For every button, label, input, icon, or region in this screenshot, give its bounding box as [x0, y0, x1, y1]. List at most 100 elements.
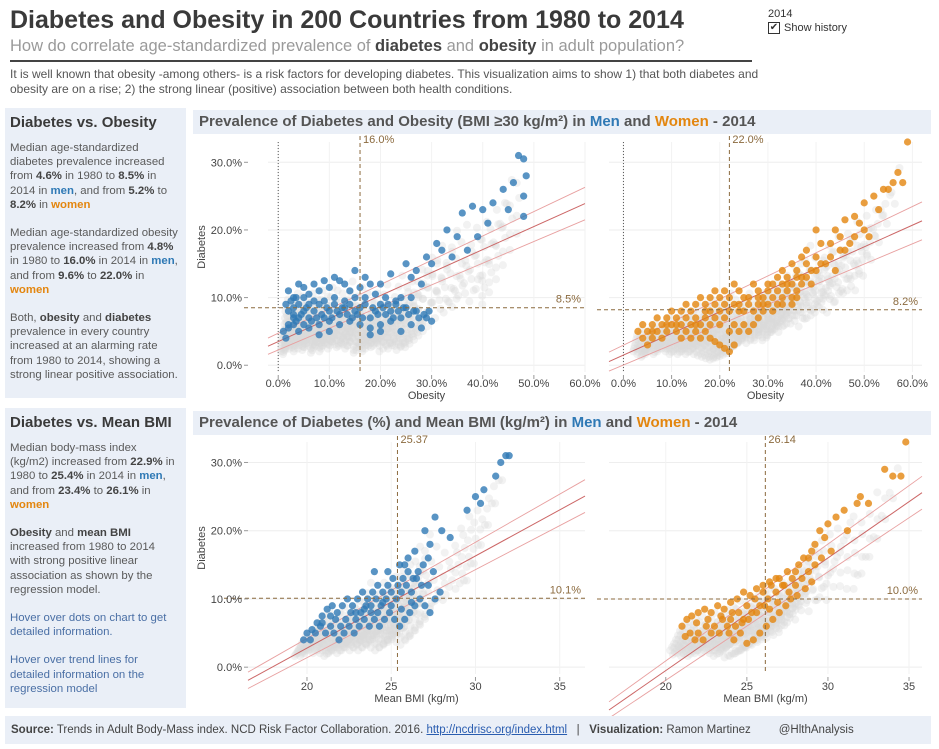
- data-point[interactable]: [694, 608, 702, 617]
- data-point[interactable]: [282, 300, 290, 308]
- data-point[interactable]: [702, 622, 710, 630]
- data-point[interactable]: [735, 327, 743, 336]
- data-point[interactable]: [727, 615, 735, 624]
- data-point[interactable]: [730, 321, 738, 329]
- data-point[interactable]: [744, 615, 753, 624]
- data-point[interactable]: [727, 598, 735, 606]
- data-point[interactable]: [743, 602, 751, 610]
- data-point[interactable]: [406, 608, 414, 617]
- data-point[interactable]: [330, 629, 338, 637]
- data-point[interactable]: [672, 321, 681, 329]
- data-point[interactable]: [353, 595, 362, 603]
- data-point[interactable]: [716, 293, 724, 302]
- data-point[interactable]: [699, 636, 707, 644]
- data-point[interactable]: [308, 626, 316, 634]
- data-point[interactable]: [707, 608, 715, 617]
- data-point[interactable]: [370, 568, 378, 576]
- data-point[interactable]: [348, 314, 356, 322]
- data-point[interactable]: [731, 622, 740, 630]
- data-point[interactable]: [678, 622, 686, 630]
- data-point[interactable]: [694, 629, 702, 637]
- data-point[interactable]: [404, 568, 412, 576]
- data-point[interactable]: [323, 304, 331, 312]
- data-point[interactable]: [480, 486, 488, 494]
- data-point[interactable]: [404, 554, 412, 562]
- data-point[interactable]: [410, 307, 418, 315]
- data-point[interactable]: [769, 280, 777, 288]
- data-point[interactable]: [407, 293, 415, 302]
- data-point[interactable]: [438, 527, 446, 535]
- data-point[interactable]: [341, 297, 349, 305]
- data-point[interactable]: [387, 588, 395, 596]
- data-point[interactable]: [639, 321, 647, 329]
- data-point[interactable]: [366, 314, 374, 322]
- data-point[interactable]: [397, 314, 405, 322]
- data-point[interactable]: [376, 327, 385, 336]
- data-point[interactable]: [812, 253, 820, 261]
- data-point[interactable]: [762, 622, 770, 630]
- data-point[interactable]: [774, 598, 782, 606]
- data-point[interactable]: [682, 327, 690, 336]
- data-point[interactable]: [305, 290, 313, 298]
- data-point[interactable]: [428, 317, 436, 325]
- data-point[interactable]: [417, 581, 426, 589]
- data-point[interactable]: [429, 568, 437, 576]
- data-point[interactable]: [692, 314, 700, 322]
- data-point[interactable]: [826, 253, 835, 261]
- data-point[interactable]: [687, 334, 695, 342]
- data-point[interactable]: [315, 300, 323, 308]
- data-point[interactable]: [707, 629, 715, 637]
- data-point[interactable]: [407, 321, 415, 329]
- data-point[interactable]: [407, 598, 416, 606]
- data-point[interactable]: [745, 300, 753, 308]
- data-point[interactable]: [433, 239, 441, 248]
- data-point[interactable]: [321, 629, 330, 637]
- data-point[interactable]: [326, 622, 335, 630]
- data-point[interactable]: [879, 185, 888, 193]
- data-point[interactable]: [850, 212, 859, 221]
- data-point[interactable]: [902, 438, 910, 446]
- data-point[interactable]: [367, 608, 375, 617]
- data-point[interactable]: [701, 307, 709, 315]
- data-point[interactable]: [458, 209, 466, 217]
- data-point[interactable]: [376, 280, 385, 288]
- data-point[interactable]: [348, 602, 357, 610]
- data-point[interactable]: [864, 499, 873, 508]
- data-point[interactable]: [716, 307, 724, 315]
- trend-band-line[interactable]: [247, 512, 586, 689]
- data-point[interactable]: [749, 307, 758, 315]
- data-point[interactable]: [827, 547, 835, 555]
- data-point[interactable]: [889, 178, 897, 187]
- data-point[interactable]: [520, 192, 528, 200]
- data-point[interactable]: [426, 540, 434, 548]
- data-point[interactable]: [710, 622, 719, 630]
- data-point[interactable]: [704, 615, 712, 624]
- data-point[interactable]: [509, 178, 518, 187]
- data-point[interactable]: [356, 283, 364, 292]
- data-point[interactable]: [397, 327, 405, 336]
- data-point[interactable]: [807, 266, 815, 275]
- data-point[interactable]: [351, 266, 359, 275]
- data-point[interactable]: [384, 581, 392, 589]
- data-point[interactable]: [870, 192, 878, 200]
- data-point[interactable]: [817, 239, 825, 248]
- data-point[interactable]: [468, 202, 477, 210]
- footer-source-link[interactable]: http://ncdrisc.org/index.html: [426, 724, 568, 736]
- data-point[interactable]: [389, 314, 397, 322]
- data-point[interactable]: [778, 300, 786, 308]
- data-point[interactable]: [366, 280, 374, 288]
- data-point[interactable]: [361, 300, 369, 308]
- data-point[interactable]: [431, 513, 439, 521]
- data-point[interactable]: [335, 636, 343, 644]
- data-point[interactable]: [836, 246, 844, 254]
- data-point[interactable]: [318, 619, 326, 627]
- data-point[interactable]: [392, 595, 400, 603]
- data-point[interactable]: [448, 253, 456, 261]
- data-point[interactable]: [807, 280, 815, 288]
- data-point[interactable]: [692, 321, 700, 329]
- data-point[interactable]: [387, 602, 395, 610]
- data-point[interactable]: [772, 574, 780, 583]
- data-point[interactable]: [653, 314, 661, 322]
- data-point[interactable]: [326, 612, 335, 620]
- data-point[interactable]: [824, 520, 832, 528]
